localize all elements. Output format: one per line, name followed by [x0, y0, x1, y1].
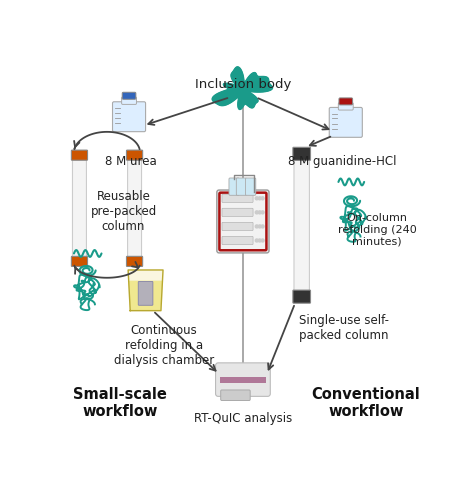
Text: On-column
refolding (240
minutes): On-column refolding (240 minutes) — [337, 213, 416, 246]
FancyBboxPatch shape — [294, 159, 310, 292]
FancyBboxPatch shape — [73, 159, 86, 259]
Polygon shape — [129, 282, 162, 310]
Circle shape — [261, 240, 264, 243]
Polygon shape — [212, 68, 273, 110]
Circle shape — [255, 211, 258, 214]
FancyBboxPatch shape — [122, 98, 137, 105]
Circle shape — [261, 225, 264, 228]
FancyBboxPatch shape — [222, 209, 253, 217]
FancyBboxPatch shape — [329, 108, 362, 138]
FancyBboxPatch shape — [222, 223, 253, 231]
Circle shape — [255, 198, 258, 201]
Text: Single-use self-
packed column: Single-use self- packed column — [299, 313, 389, 341]
Polygon shape — [128, 270, 163, 311]
Text: Inclusion body: Inclusion body — [195, 78, 291, 90]
FancyBboxPatch shape — [221, 390, 250, 401]
Text: Reusable
pre-packed
column: Reusable pre-packed column — [91, 189, 157, 232]
FancyBboxPatch shape — [229, 179, 239, 196]
FancyBboxPatch shape — [237, 179, 246, 196]
Circle shape — [258, 211, 261, 214]
Text: Continuous
refolding in a
dialysis chamber: Continuous refolding in a dialysis chamb… — [114, 324, 214, 366]
FancyBboxPatch shape — [216, 363, 270, 397]
Text: RT-QuIC analysis: RT-QuIC analysis — [194, 411, 292, 424]
FancyBboxPatch shape — [127, 151, 143, 161]
Circle shape — [258, 198, 261, 201]
FancyBboxPatch shape — [222, 237, 253, 245]
Text: Conventional
workflow: Conventional workflow — [311, 386, 420, 419]
FancyBboxPatch shape — [72, 151, 88, 161]
FancyBboxPatch shape — [112, 102, 146, 132]
FancyBboxPatch shape — [217, 191, 269, 253]
Text: Small-scale
workflow: Small-scale workflow — [73, 386, 167, 419]
FancyBboxPatch shape — [246, 179, 256, 196]
FancyBboxPatch shape — [222, 195, 253, 203]
Text: 8 M guanidine-HCl: 8 M guanidine-HCl — [288, 154, 396, 167]
FancyBboxPatch shape — [338, 103, 353, 111]
Circle shape — [261, 211, 264, 214]
FancyBboxPatch shape — [293, 290, 310, 304]
FancyBboxPatch shape — [138, 282, 153, 305]
Circle shape — [255, 225, 258, 228]
FancyBboxPatch shape — [339, 99, 353, 106]
FancyBboxPatch shape — [122, 93, 136, 100]
Text: 8 M urea: 8 M urea — [105, 154, 157, 167]
Circle shape — [258, 240, 261, 243]
FancyBboxPatch shape — [293, 148, 310, 161]
Circle shape — [258, 225, 261, 228]
FancyBboxPatch shape — [127, 257, 143, 267]
FancyBboxPatch shape — [128, 159, 142, 259]
FancyBboxPatch shape — [72, 257, 88, 267]
Circle shape — [261, 198, 264, 201]
FancyBboxPatch shape — [220, 377, 266, 383]
Circle shape — [255, 240, 258, 243]
